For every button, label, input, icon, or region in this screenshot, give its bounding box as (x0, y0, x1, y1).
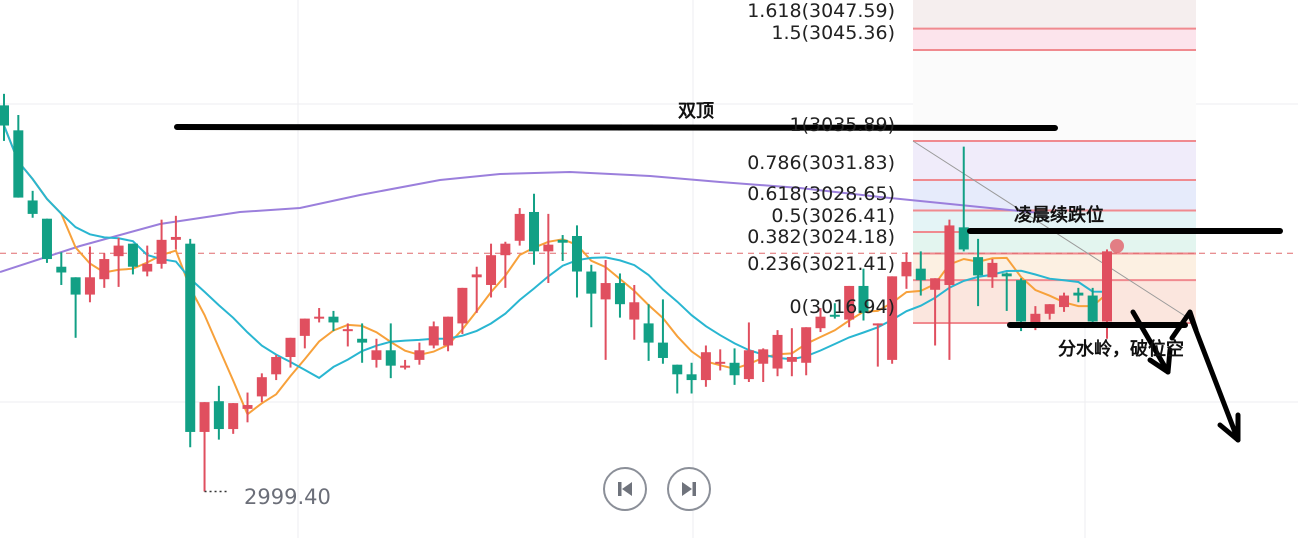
fib-label-0786: 0.786(3031.83) (747, 152, 895, 174)
candles (0, 93, 1112, 493)
low-price-label: 2999.40 (244, 485, 331, 509)
skip-forward-icon (682, 482, 696, 496)
fib-label-0382: 0.382(3024.18) (747, 226, 895, 248)
prev-bar-button[interactable] (603, 467, 647, 511)
annotation-double-top: 双顶 (678, 101, 714, 122)
annotation-early-morning-drop: 凌晨续跌位 (1014, 205, 1104, 226)
fib-label-1: 1(3035.89) (789, 114, 895, 136)
hand-drawn-annotations[interactable] (174, 124, 1283, 443)
annotation-watershed: 分水岭，破位空 (1058, 339, 1184, 360)
fibonacci-retracement[interactable] (0, 0, 1298, 325)
fib-label-15: 1.5(3045.36) (771, 22, 895, 44)
next-bar-button[interactable] (667, 467, 711, 511)
skip-back-icon (618, 482, 632, 496)
fib-label-0: 0(3016.94) (789, 296, 895, 318)
fib-label-0236: 0.236(3021.41) (747, 253, 895, 275)
fib-label-0618: 0.618(3028.65) (747, 183, 895, 205)
fib-label-05: 0.5(3026.41) (771, 205, 895, 227)
fib-label-1618: 1.618(3047.59) (747, 0, 895, 22)
